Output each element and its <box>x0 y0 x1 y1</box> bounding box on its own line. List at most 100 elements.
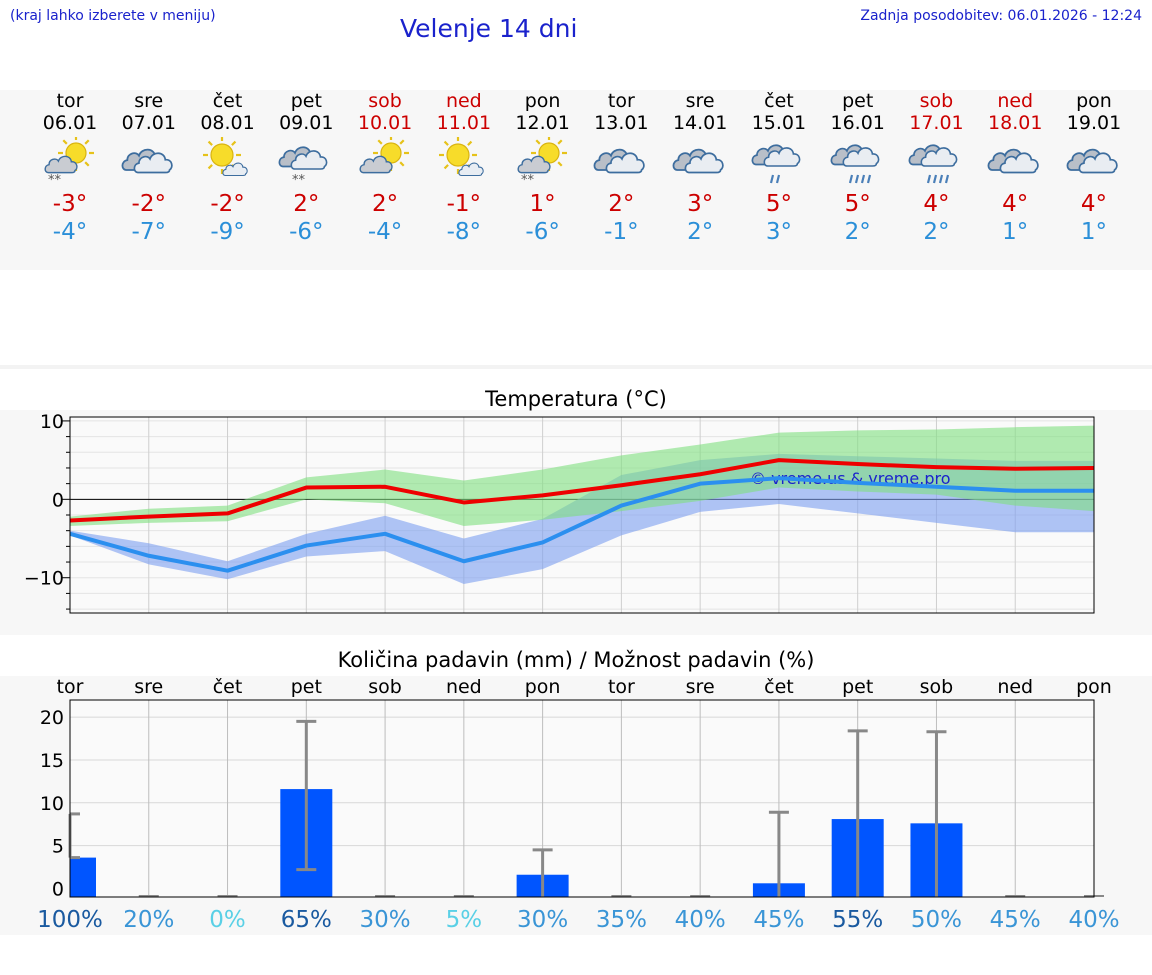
y-tick-label: 20 <box>40 707 64 729</box>
max-temperature: -3° <box>52 191 88 217</box>
precip-day-label: ned <box>997 676 1033 698</box>
precip-probability-label: 40% <box>1068 907 1119 933</box>
day-column: pon 12.01 ** 1° -6° <box>503 90 583 246</box>
max-temperature: 4° <box>1080 191 1108 217</box>
day-column: čet 15.01 5° 3° <box>739 90 819 246</box>
day-name: pet <box>842 90 874 112</box>
precip-probability-label: 55% <box>832 907 883 933</box>
forecast-strip <box>0 90 1152 270</box>
day-column: pon 19.01 4° 1° <box>1054 90 1134 246</box>
day-name: tor <box>56 90 84 112</box>
max-temperature: 2° <box>293 191 320 217</box>
max-temperature: 2° <box>608 191 635 217</box>
max-temperature: 5° <box>765 191 792 217</box>
y-tick-label: 0 <box>52 489 64 511</box>
day-column: čet 08.01 -2° -9° <box>188 90 268 246</box>
day-column: ned 18.01 4° 1° <box>975 90 1055 246</box>
min-temperature: -4° <box>52 219 88 245</box>
precip-day-label: pet <box>291 676 322 698</box>
day-column: sre 07.01 -2° -7° <box>109 90 189 246</box>
day-date: 11.01 <box>436 112 492 134</box>
svg-text:**: ** <box>48 173 62 187</box>
precip-day-label: tor <box>608 676 635 698</box>
sun-cloud-snow-icon: ** <box>503 137 583 187</box>
max-range-band <box>70 425 1094 526</box>
y-tick-label: 10 <box>40 793 64 815</box>
precip-probability-label: 5% <box>446 907 483 933</box>
precip-probability-label: 40% <box>675 907 726 933</box>
cloudy-icon <box>1054 137 1134 187</box>
day-column: ned 11.01 -1° -8° <box>424 90 504 246</box>
precip-probability-label: 45% <box>990 907 1041 933</box>
day-name: sob <box>368 90 402 112</box>
day-name: čet <box>764 90 794 112</box>
precip-day-label: pet <box>842 676 873 698</box>
svg-text:**: ** <box>292 173 306 187</box>
min-temperature: -8° <box>446 219 482 245</box>
cloudy-rain-light-icon <box>739 137 819 187</box>
day-name: sob <box>919 90 954 112</box>
max-temperature: 4° <box>1002 191 1029 217</box>
day-name: ned <box>445 90 482 112</box>
min-temperature: 3° <box>765 219 792 245</box>
max-temperature: -2° <box>131 191 166 217</box>
precip-day-label: sre <box>134 676 163 698</box>
cloudy-snow-icon: ** <box>266 137 346 187</box>
min-temperature: -6° <box>525 219 560 245</box>
last-updated: Zadnja posodobitev: 06.01.2026 - 12:24 <box>860 8 1142 24</box>
max-temperature-line <box>69 458 1095 523</box>
min-temperature: -1° <box>604 219 639 245</box>
day-date: 19.01 <box>1066 112 1122 134</box>
y-tick-label: 5 <box>52 836 64 858</box>
day-name: sre <box>685 90 715 112</box>
min-temperature: -6° <box>289 219 324 245</box>
precip-probability-label: 65% <box>281 907 332 933</box>
precip-day-label: tor <box>57 676 84 698</box>
svg-text:**: ** <box>521 173 535 187</box>
max-temperature: 2° <box>371 191 399 217</box>
day-column: pet 16.01 5° 2° <box>818 90 898 246</box>
max-temperature: 3° <box>687 191 714 217</box>
precip-day-label: sob <box>920 676 954 698</box>
day-name: čet <box>212 90 243 112</box>
precip-day-label: ned <box>446 676 482 698</box>
min-temperature: 1° <box>1080 219 1108 245</box>
day-date: 10.01 <box>357 112 413 134</box>
day-name: pon <box>524 90 561 112</box>
day-column: pet 09.01 ** 2° -6° <box>266 90 346 246</box>
precip-probability-label: 0% <box>209 907 246 933</box>
min-temperature: -4° <box>367 219 403 245</box>
y-tick-label: 0 <box>52 878 64 900</box>
day-date: 15.01 <box>751 112 807 134</box>
y-tick-label: 10 <box>40 411 64 433</box>
day-date: 17.01 <box>909 112 964 134</box>
max-temperature: 1° <box>529 191 556 217</box>
precipitation-chart-title: Količina padavin (mm) / Možnost padavin … <box>337 648 815 672</box>
sun-small-cloud-icon <box>188 137 268 187</box>
precip-probability-label: 20% <box>123 907 174 933</box>
sun-small-cloud-icon <box>424 137 504 187</box>
max-temperature: -1° <box>446 191 482 217</box>
page-title: Velenje 14 dni <box>400 14 578 43</box>
day-column: tor 06.01 ** -3° -4° <box>30 90 110 246</box>
precip-bar <box>70 857 96 897</box>
precip-probability-label: 100% <box>37 907 103 933</box>
precip-day-label: pon <box>525 676 561 698</box>
max-temperature: 4° <box>923 191 950 217</box>
sun-cloud-icon <box>345 137 425 187</box>
cloudy-rain-icon <box>818 137 898 187</box>
location-hint: (kraj lahko izberete v meniju) <box>10 8 216 24</box>
day-date: 06.01 <box>42 112 98 134</box>
day-date: 12.01 <box>515 112 570 134</box>
day-name: ned <box>997 90 1034 112</box>
precip-day-label: sre <box>686 676 715 698</box>
precip-day-label: sob <box>368 676 402 698</box>
min-temperature-line <box>69 476 1094 573</box>
precip-probability-label: 50% <box>911 907 962 933</box>
precip-probability-label: 45% <box>753 907 804 933</box>
day-column: sob 10.01 2° -4° <box>345 90 425 246</box>
day-date: 18.01 <box>988 112 1043 134</box>
day-name: tor <box>607 90 635 112</box>
sun-cloud-snow-icon: ** <box>30 137 110 187</box>
